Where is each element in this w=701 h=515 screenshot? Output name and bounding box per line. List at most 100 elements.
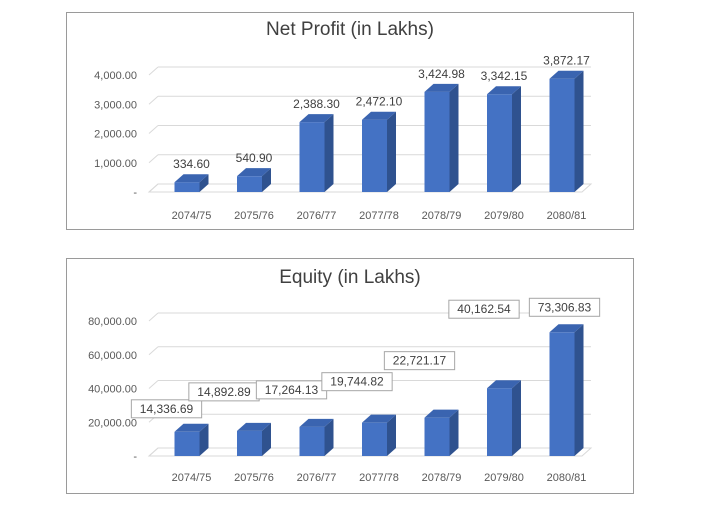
bar [299,114,334,192]
bar-front [362,422,387,456]
bar-front [424,417,450,456]
gridline-diagonal [148,66,159,76]
bar-front [299,122,325,192]
bar-side [324,114,334,192]
data-label: 540.90 [236,151,273,165]
x-tick-label: 2076/77 [297,210,337,222]
data-label-text: 19,744.82 [330,375,384,389]
data-label: 17,264.13 [255,380,328,400]
bar-top [549,70,584,79]
bar-front [549,332,575,456]
bar-side [574,70,584,192]
bar-side [512,86,521,192]
data-label: 3,872.17 [543,54,590,68]
data-label: 40,162.54 [448,299,520,319]
bar [362,111,396,192]
equity-chart: Equity (in Lakhs) - 20,000.00 40,000.00 60,… [66,258,634,494]
bar-top [299,114,334,123]
data-label-box [383,351,456,371]
data-label: 14,336.69 [130,399,203,419]
net-profit-chart: Net Profit (in Lakhs) - 1,000.00 2,000.00 3… [66,12,634,230]
data-label-box [528,297,601,317]
bar-top [362,111,396,120]
bar [549,324,584,456]
x-tick-label: 2075/76 [234,472,274,484]
bar [174,423,209,456]
bar-top [174,423,209,432]
bar-front [299,426,325,456]
bar-front [174,431,200,456]
y-tick-label: 2,000.00 [94,129,137,141]
bar [487,380,521,456]
bar-front [174,182,200,192]
data-label: 2,388.30 [293,97,340,111]
data-label: 73,306.83 [528,297,601,317]
gridline-diagonal [148,125,159,134]
bar-top [237,168,271,177]
bar-front [424,91,450,192]
bar-side [449,409,459,456]
bar-top [362,414,396,423]
bar-top [237,422,271,431]
x-tick-label: 2075/76 [234,210,274,222]
data-label-box [130,399,203,419]
bar-top [299,418,334,427]
data-label-text: 17,264.13 [265,383,319,397]
x-tick-label: 2077/78 [359,210,399,222]
bar-top [487,380,521,389]
data-label-box [448,299,520,319]
bar [299,418,334,456]
x-tick-label: 2074/75 [172,472,212,484]
net-profit-plot: - 1,000.00 2,000.00 3,000.00 4,000.00 2074/75… [94,54,593,222]
net-profit-chart-title: Net Profit (in Lakhs) [266,19,434,40]
data-label: 2,472.10 [356,95,403,109]
bar-top [174,174,209,183]
bar-side [199,174,209,192]
data-label: 19,744.82 [321,372,393,392]
x-tick-label: 2079/80 [484,472,524,484]
gridline-diagonal [148,312,159,322]
data-label: 334.60 [173,157,210,171]
y-tick-label: - [133,187,137,199]
x-tick-label: 2079/80 [484,210,524,222]
bar [424,409,459,456]
bar [487,86,521,192]
gridline-diagonal [148,447,159,457]
y-tick-label: 1,000.00 [94,158,137,170]
bar-side [574,324,584,456]
bar-side [199,423,209,456]
data-label-text: 40,162.54 [457,302,511,316]
y-tick-label: 4,000.00 [94,70,137,82]
data-label-text: 14,892.89 [197,385,251,399]
x-tick-label: 2080/81 [547,210,587,222]
bar [549,70,584,192]
bar-top [487,86,521,95]
x-tick-label: 2078/79 [422,472,462,484]
bar-front [487,388,512,456]
y-tick-label: - [133,451,137,463]
gridline-diagonal [148,154,159,164]
gridline-diagonal [148,183,159,193]
data-label: 22,721.17 [383,351,456,371]
y-tick-label: 60,000.00 [88,350,137,362]
bar-front [549,78,575,192]
bar-side [262,168,271,192]
gridline-diagonal [148,95,159,105]
x-tick-label: 2074/75 [172,210,212,222]
bar-side [324,418,334,456]
bar-top [424,409,459,418]
bar-side [512,380,521,456]
gridline-diagonal [148,346,159,356]
bar-side [387,414,396,456]
bar-top [424,83,459,92]
bar-side [262,422,271,456]
bar-side [449,83,459,192]
x-tick-label: 2078/79 [422,210,462,222]
data-label: 3,342.15 [481,69,528,83]
bar-side [387,111,396,192]
gridline-diagonal [148,380,159,389]
bar-front [237,176,262,192]
bar-front [237,430,262,456]
bar [174,174,209,192]
x-tick-label: 2077/78 [359,472,399,484]
